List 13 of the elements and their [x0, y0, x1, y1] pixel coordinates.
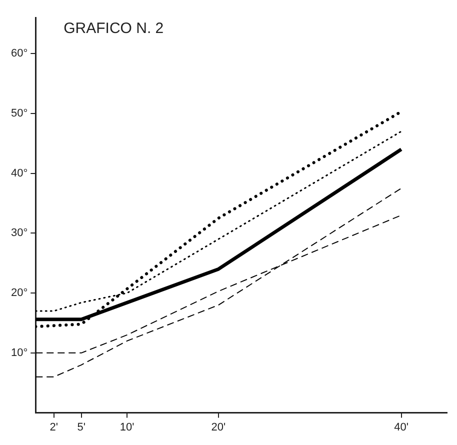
y-tick-label: 60°	[10, 48, 28, 60]
y-tick-label: 10°	[10, 346, 28, 359]
x-tick-label: 5'	[77, 421, 86, 434]
x-tick-label: 40'	[394, 421, 408, 434]
chart-title: GRAFICO N. 2	[64, 20, 164, 38]
x-tick-label: 2'	[50, 421, 58, 434]
y-tick-label: 40°	[10, 167, 28, 180]
x-tick-label: 20'	[211, 421, 226, 434]
y-tick-label: 30°	[10, 227, 28, 240]
x-tick-label: 10'	[120, 421, 134, 434]
y-tick-label: 20°	[10, 287, 28, 300]
line-series	[36, 188, 402, 378]
y-tick-label: 50°	[10, 107, 28, 120]
